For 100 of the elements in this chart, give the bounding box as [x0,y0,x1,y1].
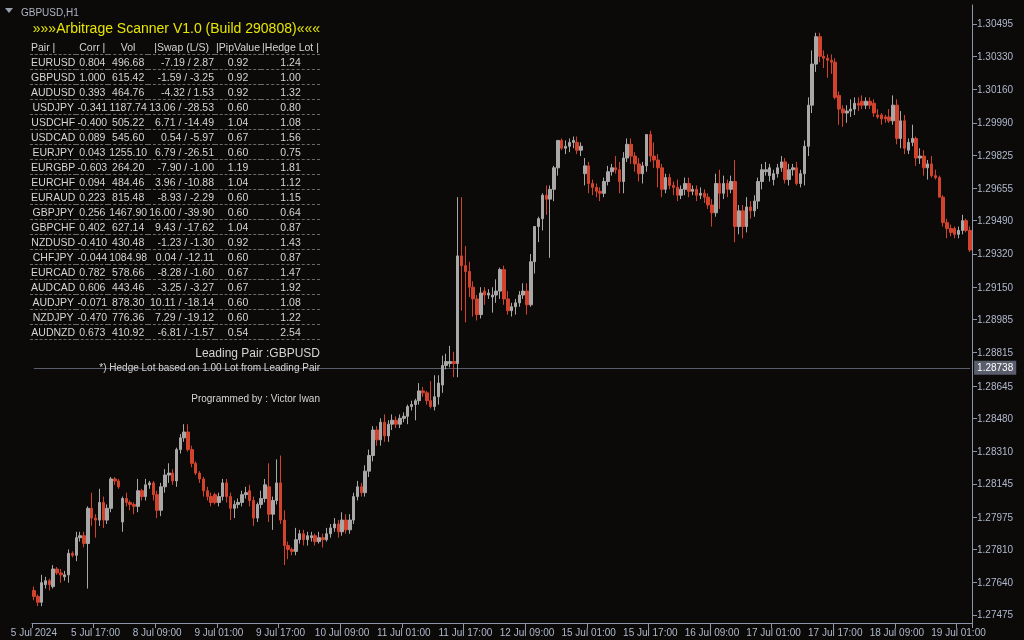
text: 505.22 [112,116,145,128]
y-tick-label: 1.27640 [977,577,1014,589]
candlestick [787,163,791,186]
candlestick [726,179,729,198]
category-label: EURAUD [31,191,76,203]
category-label: CHFJPY [32,251,74,263]
y-tick-label: 1.30160 [977,84,1014,96]
candlestick [132,501,136,515]
text: 1.04 [227,176,249,188]
y-tick-label: 1.29320 [977,248,1014,260]
candlestick [452,351,456,378]
text: 1.24 [280,56,301,68]
candlestick [722,175,725,200]
candlestick [579,141,583,157]
candlestick [302,529,305,547]
text: 0.54 / -5.97 [160,131,215,143]
text: 1.19 [227,161,249,173]
text: 615.42 [112,71,145,83]
x-tick-label: 16 Jul 09:00 [684,626,740,638]
candlestick [306,531,309,547]
candlestick [479,286,483,319]
category-label: EURGBP [31,161,76,173]
category-label: USDCHF [31,116,76,128]
candlestick [140,488,144,501]
text: 1467.90 [109,206,148,218]
text: 496.68 [112,56,145,68]
candlestick [664,173,667,194]
y-tick-label: 1.27475 [977,609,1014,621]
text: 776.36 [112,311,145,323]
candlestick [572,136,575,149]
candlestick [564,139,567,155]
candlestick [67,548,70,584]
candlestick [340,511,344,537]
text: -3.25 / -3.27 [157,281,215,293]
y-tick-label: 1.28985 [977,313,1014,325]
text: -8.93 / -2.29 [157,191,215,203]
text: 1.000 [79,71,106,83]
candlestick [82,531,86,548]
text: -0.044 [77,251,108,263]
candlestick [695,184,698,202]
y-tick-label: 1.28645 [977,380,1014,392]
candlestick [337,519,340,539]
text: 0.402 [79,221,106,233]
x-tick-label: 11 Jul 01:00 [376,626,432,638]
category-label: EURCAD [31,266,76,278]
text: -8.28 / -1.60 [157,266,215,278]
candlestick [749,200,752,220]
candlestick [233,500,236,519]
text: 0.804 [79,56,106,68]
candlestick [891,94,895,126]
x-tick-label: 9 Jul 17:00 [256,626,306,638]
candlestick [51,564,55,590]
candlestick [360,482,363,498]
y-tick-label: 1.28310 [977,446,1014,458]
text: -7.19 / 2.87 [160,56,215,68]
category-label: GBPCHF [31,221,76,233]
candlestick [872,98,876,118]
candlestick [826,53,829,79]
text: 0.60 [227,191,249,203]
text: 0.92 [227,86,249,98]
category-label: AUDNZD [31,326,76,338]
candlestick [598,186,602,202]
text: -0.603 [77,161,108,173]
candlestick [922,149,926,177]
candlestick [583,157,587,186]
text: 1.04 [227,116,249,128]
candlestick [683,177,687,196]
text: 484.46 [112,176,145,188]
category-label: |PipValue [215,40,262,55]
text: 0.54 [227,326,249,338]
candlestick [864,96,868,110]
candlestick [125,492,128,507]
text: 1.12 [280,176,301,188]
candlestick [144,478,147,501]
category-label: EURUSD [31,56,76,68]
text: 0.256 [79,206,106,218]
y-tick-label: 1.28480 [977,412,1014,424]
text: »»»Arbitrage Scanner V1.0 (Build 290808)««« [31,20,320,36]
text: 1084.98 [109,251,148,263]
candlestick [510,302,513,318]
candlestick [344,513,348,535]
text: 6.79 / -26.51 [155,146,215,158]
candlestick [926,159,929,181]
y-tick-label: 1.28145 [977,478,1014,490]
candlestick [406,404,409,425]
category-label: NZDUSD [31,236,76,248]
text: -6.81 / -1.57 [157,326,215,338]
category-label: AUDCAD [31,281,76,293]
text: 430.48 [112,236,145,248]
candlestick [687,177,691,198]
x-tick-label: 5 Jul 2024 [10,626,58,638]
candlestick [860,94,864,110]
candlestick [899,110,902,149]
text: 0.87 [280,221,301,233]
y-tick-label: 1.30495 [977,18,1014,30]
text: 1.04 [227,221,249,233]
text: 0.60 [227,296,249,308]
text: -7.90 / -1.00 [157,161,215,173]
text: 1187.74 [109,101,147,113]
candlestick [383,413,386,443]
